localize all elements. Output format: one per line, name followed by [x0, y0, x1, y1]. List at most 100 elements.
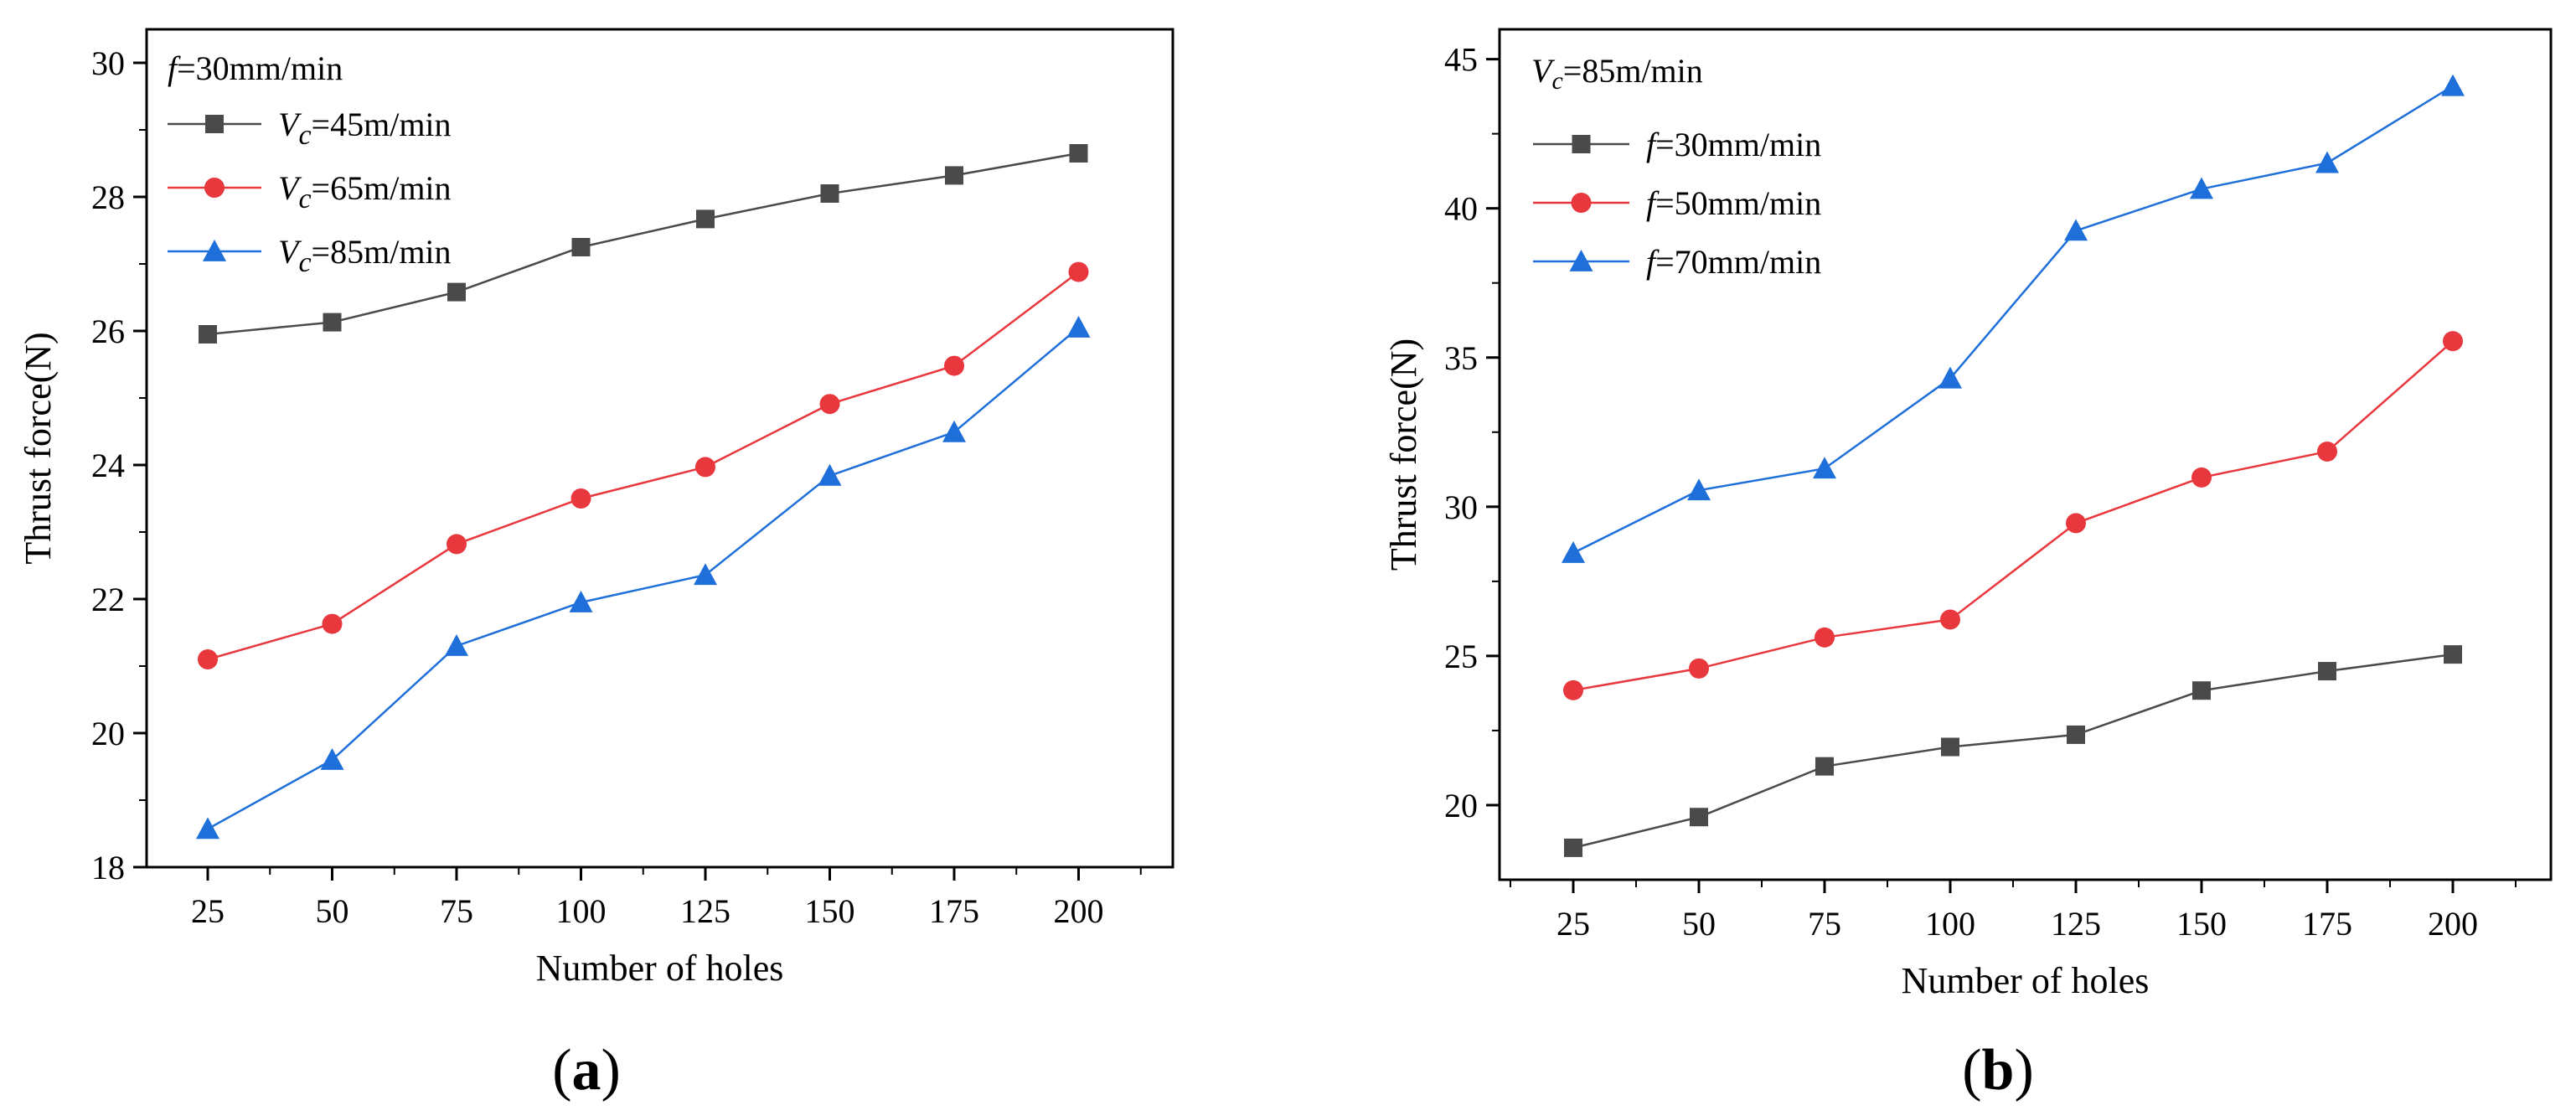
- data-point-marker: [570, 488, 591, 509]
- series-line-triangle: [1572, 85, 2454, 555]
- x-tick-label: 25: [1556, 905, 1590, 943]
- x-tick-label: 25: [191, 892, 225, 930]
- legend-marker: [205, 115, 224, 133]
- data-point-marker: [447, 534, 467, 555]
- data-point-marker: [2067, 725, 2085, 744]
- legend-entry-label: f=30mm/min: [1646, 126, 1821, 163]
- x-tick-label: 75: [440, 892, 473, 930]
- data-point-marker: [1813, 457, 1836, 479]
- data-point-marker: [2192, 681, 2211, 700]
- plot-frame: [145, 28, 1174, 869]
- x-tick-label: 125: [680, 892, 730, 930]
- x-tick-label: 200: [1054, 892, 1104, 930]
- data-point-marker: [2191, 467, 2212, 488]
- data-point-marker: [1815, 757, 1834, 776]
- data-point-marker: [1815, 627, 1835, 648]
- data-point-marker: [2190, 177, 2213, 199]
- x-axis-title: Number of holes: [536, 948, 784, 989]
- panel-label: (b): [1962, 1038, 2034, 1103]
- y-tick-label: 40: [1444, 190, 1478, 228]
- data-point-marker: [944, 355, 964, 376]
- panel-label: (a): [552, 1038, 621, 1103]
- data-point-marker: [1066, 316, 1091, 338]
- y-tick-label: 35: [1444, 339, 1478, 377]
- data-point-marker: [696, 209, 715, 229]
- y-tick-label: 24: [91, 447, 125, 484]
- data-point-marker: [695, 457, 715, 478]
- y-tick-label: 20: [1444, 787, 1478, 824]
- data-point-marker: [198, 649, 218, 669]
- legend-entry-subscript: c: [298, 183, 311, 214]
- x-tick-label: 50: [316, 892, 349, 930]
- x-tick-label: 150: [805, 892, 855, 930]
- legend-title-symbol: V: [1531, 52, 1556, 90]
- data-point-marker: [694, 563, 717, 586]
- data-point-marker: [1938, 366, 1962, 389]
- y-tick-label: 22: [91, 581, 125, 618]
- panel-a-chart: 25 50 75 100 125 150 175 200 18 20 22 24 26 28 30 Numbe…: [18, 28, 1174, 1103]
- y-tick-label: 30: [1444, 488, 1478, 526]
- y-tick-label: 20: [91, 715, 125, 752]
- legend-entry-subscript: c: [298, 247, 311, 278]
- data-point-marker: [1069, 144, 1088, 163]
- data-point-marker: [2064, 219, 2088, 241]
- data-point-marker: [320, 748, 344, 770]
- data-point-marker: [819, 394, 840, 415]
- data-point-marker: [447, 282, 466, 302]
- legend-entry-symbol: V: [278, 233, 302, 271]
- legend-title: Vc=85m/min: [1531, 52, 1703, 95]
- legend-marker: [1572, 135, 1591, 153]
- y-tick-label: 25: [1444, 638, 1478, 675]
- plot-frame: [1498, 28, 2553, 881]
- legend-marker: [1569, 250, 1593, 271]
- x-tick-label: 200: [2428, 905, 2478, 943]
- legend-entry-label: f=70mm/min: [1646, 243, 1821, 281]
- x-tick-label: 175: [929, 892, 979, 930]
- x-tick-label: 100: [1925, 905, 1975, 943]
- series-line-square: [207, 152, 1079, 336]
- x-tick-label: 50: [1682, 905, 1716, 943]
- legend-entry-label: Vc=85m/min: [278, 233, 452, 278]
- y-tick-label: 18: [91, 849, 125, 886]
- data-point-marker: [1068, 261, 1089, 282]
- legend-title-value: =85m/min: [1563, 52, 1703, 90]
- data-point-marker: [571, 238, 591, 256]
- data-point-marker: [199, 325, 217, 344]
- data-point-marker: [445, 634, 468, 656]
- data-point-marker: [569, 591, 593, 612]
- legend-title-subscript: c: [1551, 67, 1562, 95]
- data-point-marker: [820, 184, 839, 203]
- data-point-marker: [945, 166, 963, 185]
- data-point-marker: [2066, 513, 2086, 534]
- y-tick-label: 28: [91, 178, 125, 216]
- panel-b-chart: 25 50 75 100 125 150 175 200 20 25 30 35 40 45 Number …: [1383, 28, 2553, 1103]
- legend-entry-label: Vc=65m/min: [278, 169, 452, 214]
- x-tick-label: 175: [2302, 905, 2352, 943]
- x-tick-label: 75: [1808, 905, 1841, 943]
- data-point-marker: [1940, 609, 1960, 630]
- data-point-marker: [2315, 151, 2339, 173]
- legend-entry-value: =70mm/min: [1655, 243, 1821, 281]
- y-tick-label: 26: [91, 313, 125, 350]
- x-tick-label: 150: [2176, 905, 2227, 943]
- data-point-marker: [1687, 478, 1711, 501]
- series-line-circle: [1572, 340, 2454, 692]
- legend-title-value: =30mm/min: [177, 49, 343, 87]
- legend-marker: [203, 240, 226, 261]
- data-point-marker: [1689, 658, 1709, 679]
- series-line-square: [1572, 653, 2454, 850]
- legend-entry-subscript: c: [298, 120, 311, 151]
- x-tick-label: 125: [2051, 905, 2101, 943]
- y-tick-label: 30: [91, 44, 125, 82]
- y-axis-title: Thrust force(N): [1383, 338, 1424, 571]
- data-point-marker: [1562, 541, 1585, 563]
- data-point-marker: [1564, 838, 1582, 857]
- legend-entry-value: =50mm/min: [1655, 184, 1821, 222]
- data-point-marker: [322, 613, 343, 634]
- series-line-circle: [207, 271, 1080, 661]
- data-point-marker: [2444, 645, 2462, 664]
- data-point-marker: [196, 817, 219, 840]
- data-point-marker: [323, 313, 342, 332]
- legend-marker: [1571, 193, 1592, 213]
